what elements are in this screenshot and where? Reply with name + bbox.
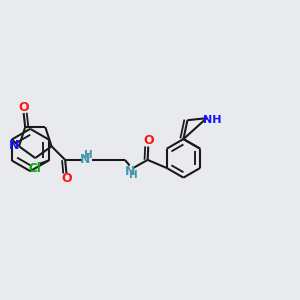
Text: Cl: Cl xyxy=(28,162,40,175)
Text: H: H xyxy=(129,170,138,181)
Text: N: N xyxy=(80,153,91,166)
Text: O: O xyxy=(18,101,29,114)
Text: NH: NH xyxy=(203,115,221,125)
Text: N: N xyxy=(124,165,135,178)
Text: N: N xyxy=(9,139,19,152)
Text: O: O xyxy=(143,134,154,147)
Text: O: O xyxy=(61,172,72,185)
Text: H: H xyxy=(84,150,92,160)
